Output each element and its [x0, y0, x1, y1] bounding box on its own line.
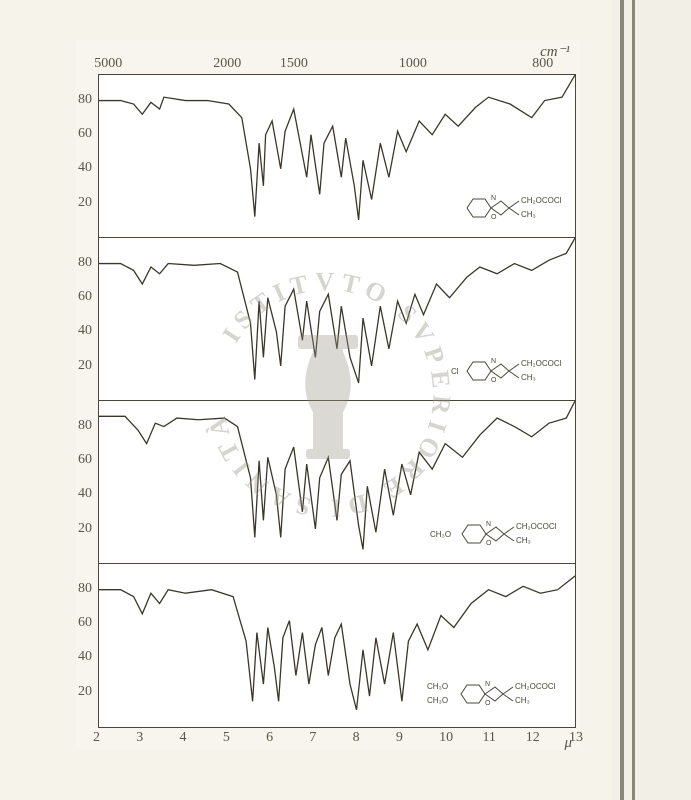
top-tick: 5000	[94, 56, 122, 72]
chem-text-1b: CH₃	[521, 210, 536, 219]
y-tick: 80	[66, 255, 92, 271]
y-tick: 60	[66, 615, 92, 631]
bottom-tick: 9	[396, 730, 403, 746]
bottom-tick: 13	[569, 730, 583, 746]
svg-text:CH₂OCOCl: CH₂OCOCl	[515, 682, 556, 691]
chem-sub-4b: CH₃O	[427, 696, 448, 705]
svg-text:CH₃: CH₃	[516, 536, 531, 545]
svg-text:O: O	[491, 377, 497, 384]
chem-sub-3: CH₃O	[430, 530, 451, 539]
y-tick: 80	[66, 581, 92, 597]
bottom-tick: 11	[482, 730, 495, 746]
y-tick: 60	[66, 452, 92, 468]
spectrum-panel-1: CH₂OCOCl CH₃ N O	[99, 75, 575, 238]
page-binding-line-2	[632, 0, 635, 800]
y-tick: 20	[66, 358, 92, 374]
top-tick: 800	[532, 56, 553, 72]
top-tick: 1000	[399, 56, 427, 72]
chem-sub-2: Cl	[451, 367, 459, 376]
bottom-tick: 7	[309, 730, 316, 746]
svg-text:N: N	[486, 521, 491, 528]
spectrum-panel-4: CH₃O CH₃O CH₂OCOCl CH₃ N O	[99, 564, 575, 727]
svg-text:N: N	[485, 681, 490, 688]
y-tick: 40	[66, 649, 92, 665]
y-tick: 20	[66, 521, 92, 537]
y-tick: 40	[66, 486, 92, 502]
chem-structure-4: CH₃O CH₃O CH₂OCOCl CH₃ N O	[413, 675, 563, 717]
svg-text:O: O	[485, 700, 491, 707]
bottom-tick: 4	[180, 730, 187, 746]
chem-sub-4a: CH₃O	[427, 682, 448, 691]
chem-text-1a: CH₂OCOCl	[521, 196, 562, 205]
bottom-tick: 8	[353, 730, 360, 746]
chem-svg-1: CH₂OCOCl CH₃ N O	[443, 191, 563, 225]
y-tick: 60	[66, 126, 92, 142]
chem-structure-3: CH₃O CH₂OCOCl CH₃ N O	[418, 517, 563, 553]
svg-text:N: N	[491, 358, 496, 365]
svg-text:CH₃: CH₃	[515, 696, 530, 705]
bottom-tick: 10	[439, 730, 453, 746]
bottom-tick: 3	[136, 730, 143, 746]
chem-structure-1: CH₂OCOCl CH₃ N O	[443, 191, 563, 227]
svg-text:N: N	[491, 195, 496, 202]
bottom-tick: 12	[526, 730, 540, 746]
chem-structure-2: Cl CH₂OCOCl CH₃ N O	[431, 354, 563, 390]
spectrum-panel-2: Cl CH₂OCOCl CH₃ N O	[99, 238, 575, 401]
plot-stack: CH₂OCOCl CH₃ N O Cl	[98, 74, 576, 728]
page-binding-line	[620, 0, 624, 800]
spectrum-panel-3: CH₃O CH₂OCOCl CH₃ N O	[99, 401, 575, 564]
bottom-tick: 6	[266, 730, 273, 746]
svg-text:CH₃: CH₃	[521, 373, 536, 382]
svg-text:O: O	[491, 214, 497, 221]
chem-svg-2: Cl CH₂OCOCl CH₃ N O	[431, 354, 563, 388]
y-tick: 40	[66, 323, 92, 339]
y-tick: 40	[66, 160, 92, 176]
top-tick: 2000	[213, 56, 241, 72]
bottom-tick: 5	[223, 730, 230, 746]
y-tick: 80	[66, 418, 92, 434]
chem-svg-3: CH₃O CH₂OCOCl CH₃ N O	[418, 517, 563, 551]
svg-text:CH₂OCOCl: CH₂OCOCl	[516, 522, 557, 531]
bottom-tick: 2	[93, 730, 100, 746]
y-tick: 60	[66, 289, 92, 305]
ir-spectra-figure: cm⁻¹ μ CH₂OCOCl CH₃ N O	[76, 40, 580, 750]
top-tick: 1500	[280, 56, 308, 72]
chem-svg-4: CH₃O CH₃O CH₂OCOCl CH₃ N O	[413, 675, 563, 715]
svg-text:O: O	[486, 540, 492, 547]
y-tick: 20	[66, 684, 92, 700]
y-tick: 20	[66, 195, 92, 211]
y-tick: 80	[66, 92, 92, 108]
svg-text:CH₂OCOCl: CH₂OCOCl	[521, 359, 562, 368]
